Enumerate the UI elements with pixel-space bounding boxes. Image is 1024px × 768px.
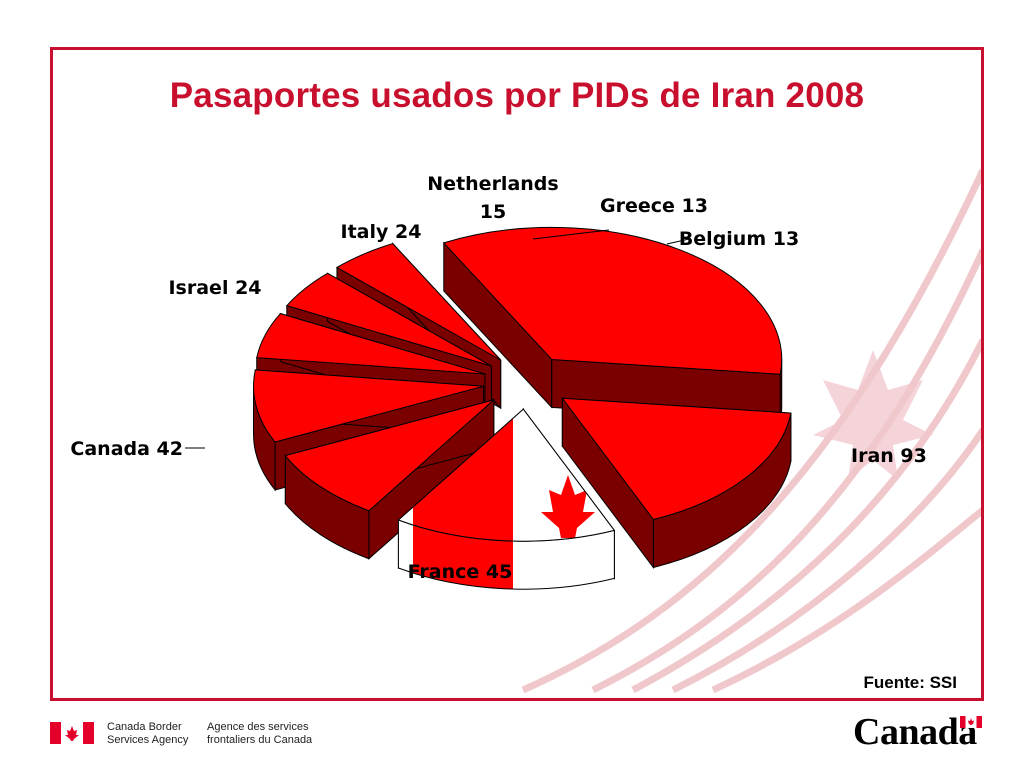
pie-slice-canada [397, 407, 616, 590]
swoosh-lines [521, 168, 981, 694]
slice-label-italy: Italy 24 [341, 221, 422, 243]
slide-title: Pasaportes usados por PIDs de Iran 2008 [169, 76, 865, 115]
wordmark-flag-icon [960, 716, 982, 728]
slice-label-israel: Israel 24 [168, 277, 261, 299]
slice-label-canada: Canada 42 [70, 438, 183, 460]
maple-leaf-watermark [813, 350, 933, 480]
agency-name-en: Canada Border Services Agency [107, 721, 189, 746]
slice-label-iran: Iran 93 [851, 445, 927, 467]
agency-name-fr: Agence des services frontaliers du Canad… [207, 721, 313, 746]
canada-flag-icon [50, 722, 94, 744]
pie-slice-france [561, 396, 792, 569]
slice-label-belgium: Belgium 13 [679, 228, 799, 250]
leader-line [532, 229, 610, 240]
slice-label-greece: Greece 13 [600, 195, 708, 217]
canada-wordmark: Canada [853, 711, 977, 753]
slice-label-france: France 45 [408, 561, 513, 583]
source-note: Fuente: SSI [863, 673, 957, 692]
slice-label-netherlands: Netherlands 15 [427, 173, 558, 223]
slide-frame: Pasaportes usados por PIDs de Iran 2008 … [50, 47, 984, 701]
background-swooshes [521, 168, 981, 694]
leader-line [666, 238, 690, 245]
pie-chart: Iran 93 France 45 Canada 42 Israel 24 Italy … [70, 173, 927, 590]
